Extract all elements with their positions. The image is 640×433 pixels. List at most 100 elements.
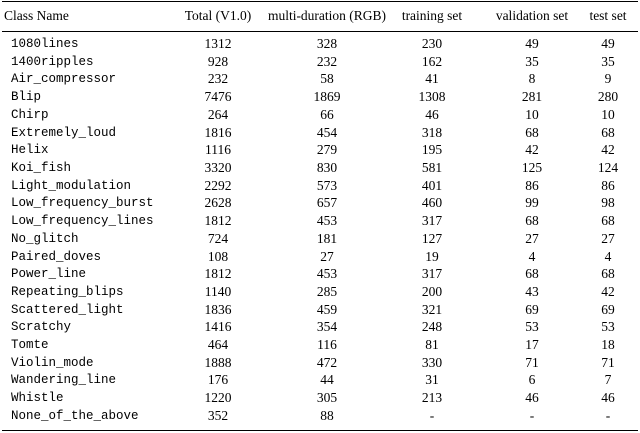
cell-value: 321 [421, 301, 443, 317]
cell-value: 1140 [204, 283, 232, 299]
cell-value: 10 [525, 106, 539, 122]
cell-value: 19 [425, 248, 439, 264]
cell-value: 27 [601, 230, 615, 246]
column-header: validation set [495, 8, 569, 23]
cell-value: 230 [421, 36, 443, 51]
cell-value: 2292 [204, 177, 232, 193]
cell-value: 125 [521, 159, 543, 175]
cell-value: 42 [601, 142, 615, 158]
cell-value: 116 [317, 337, 337, 353]
cell-value: 460 [421, 195, 443, 211]
cell-value: 1888 [204, 354, 232, 370]
cell-value: 68 [601, 266, 615, 282]
cell-value: 49 [525, 36, 539, 51]
cell-value: 232 [316, 53, 338, 69]
header-rule [2, 31, 638, 32]
cell-value: 68 [601, 213, 615, 229]
cell-value: 49 [601, 36, 615, 51]
cell-value: 176 [207, 372, 229, 388]
cell-value: 27 [320, 248, 334, 264]
cell-value: 281 [521, 89, 543, 105]
cell-value: 328 [316, 36, 338, 51]
class-name: Light_modulation [11, 178, 132, 193]
cell-value: 124 [597, 159, 619, 175]
class-name: Extremely_loud [11, 125, 117, 140]
cell-value: 453 [316, 213, 338, 229]
cell-value: 2628 [204, 195, 232, 211]
cell-value: 1220 [204, 390, 232, 406]
cell-value: 581 [421, 159, 443, 175]
cell-value: 264 [207, 106, 229, 122]
cell-value: 459 [316, 301, 338, 317]
cell-value: 1836 [204, 301, 232, 317]
cell-value: 18 [601, 337, 615, 353]
cell-value: 6 [528, 372, 536, 388]
class-name: Scattered_light [11, 302, 124, 317]
class-name: Air_compressor [11, 72, 117, 87]
class-name: Scratchy [11, 320, 72, 335]
cell-value: 213 [421, 390, 443, 406]
cell-value: 1812 [204, 213, 232, 229]
cell-value: 305 [316, 390, 338, 406]
cell-value: 181 [316, 230, 338, 246]
top-rule [2, 1, 638, 2]
cell-value: 86 [525, 177, 539, 193]
cell-value: 27 [525, 230, 539, 246]
cell-value: 352 [207, 407, 229, 423]
cell-value: 69 [601, 301, 615, 317]
cell-value: 44 [320, 372, 334, 388]
column-header: Total (V1.0) [184, 8, 252, 23]
cell-value: 248 [421, 319, 443, 335]
cell-value: 42 [601, 283, 615, 299]
cell-value: 1416 [204, 319, 232, 335]
cell-value: 4 [604, 248, 612, 264]
cell-value: 1816 [204, 124, 232, 140]
cell-value: 280 [597, 89, 619, 105]
class-name: Helix [11, 143, 49, 158]
column-header: test set [589, 8, 627, 23]
class-name: None_of_the_above [11, 408, 139, 423]
cell-value: 68 [525, 266, 539, 282]
bottom-rule [2, 430, 638, 431]
cell-value: 1116 [205, 142, 231, 158]
class-name: Wandering_line [11, 373, 117, 388]
cell-value: 9 [604, 71, 612, 87]
cell-value: 88 [320, 407, 334, 423]
cell-value: 1812 [204, 266, 232, 282]
cell-value: 401 [421, 177, 443, 193]
cell-value: 162 [421, 53, 443, 69]
class-name: Tomte [11, 338, 49, 353]
cell-value: 285 [316, 283, 338, 299]
cell-value: 41 [425, 71, 439, 87]
cell-value: 46 [425, 106, 439, 122]
class-name: Chirp [11, 107, 49, 122]
cell-value: 317 [421, 213, 443, 229]
cell-value: 71 [601, 354, 615, 370]
cell-value: 330 [421, 354, 443, 370]
cell-value: 573 [316, 177, 338, 193]
cell-value: 3320 [204, 159, 232, 175]
cell-value: 317 [421, 266, 443, 282]
cell-value: 1312 [204, 36, 232, 51]
cell-value: 46 [525, 390, 539, 406]
cell-value: - [529, 407, 535, 423]
cell-value: 31 [425, 372, 439, 388]
cell-value: 66 [320, 106, 334, 122]
cell-value: 928 [207, 53, 229, 69]
class-name: Low_frequency_lines [11, 214, 154, 229]
cell-value: 1869 [313, 89, 341, 105]
cell-value: 35 [601, 53, 615, 69]
cell-value: 127 [421, 230, 443, 246]
cell-value: 279 [316, 142, 338, 158]
cell-value: 71 [525, 354, 539, 370]
cell-value: 81 [425, 337, 439, 353]
cell-value: 46 [601, 390, 615, 406]
cell-value: 232 [207, 71, 229, 87]
cell-value: 53 [525, 319, 539, 335]
cell-value: 68 [601, 124, 615, 140]
cell-value: 7476 [204, 89, 232, 105]
cell-value: 35 [525, 53, 539, 69]
cell-value: 454 [316, 124, 338, 140]
